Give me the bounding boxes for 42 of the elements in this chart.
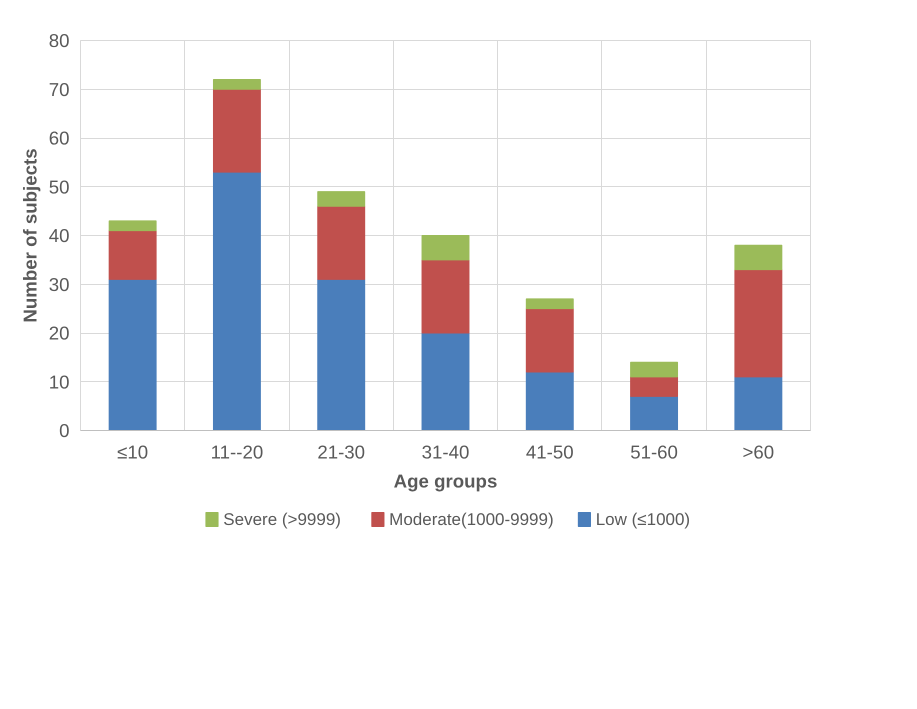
bar — [526, 372, 574, 430]
bar — [212, 88, 261, 173]
x-tick-label: 21-30 — [317, 442, 366, 462]
y-axis-title: Number of subjects — [20, 148, 41, 323]
bar — [734, 376, 782, 430]
bar — [108, 220, 157, 232]
bar — [526, 308, 574, 372]
y-tick-label: 20 — [48, 322, 70, 344]
bar — [422, 235, 470, 260]
bar — [422, 332, 470, 430]
y-tick-label: 30 — [48, 274, 70, 295]
bar — [317, 191, 366, 207]
y-tick-label: 40 — [48, 225, 70, 246]
bar — [526, 298, 574, 310]
x-axis-title: Age groups — [394, 470, 498, 492]
bar — [108, 230, 157, 280]
y-tick-label: 70 — [48, 78, 70, 100]
bar — [734, 269, 782, 378]
bar — [317, 206, 366, 280]
legend-label: Severe (>9999) — [223, 510, 341, 529]
x-tick-label: 31-40 — [422, 442, 470, 462]
y-tick-label: 50 — [48, 176, 70, 198]
x-tick-label: 41-50 — [526, 442, 574, 462]
y-tick-label: 10 — [48, 371, 70, 392]
bar — [317, 278, 366, 430]
bar — [630, 362, 678, 378]
y-tick-label: 60 — [48, 128, 70, 148]
legend-label: Low (≤1000) — [596, 510, 690, 529]
bar — [108, 278, 157, 430]
y-tick-label: 80 — [48, 30, 70, 51]
legend-label: Moderate(1000-9999) — [389, 510, 554, 529]
x-tick-label: 51-60 — [630, 442, 678, 462]
bar — [630, 376, 678, 397]
x-tick-label: ≤10 — [117, 442, 148, 462]
bar — [422, 259, 470, 334]
x-tick-label: >60 — [742, 442, 774, 462]
y-tick-label: 0 — [59, 420, 70, 441]
bar — [212, 172, 261, 430]
bar — [212, 79, 261, 90]
x-tick-label: 11--20 — [210, 442, 264, 462]
bar — [734, 244, 782, 270]
bar — [630, 396, 678, 430]
